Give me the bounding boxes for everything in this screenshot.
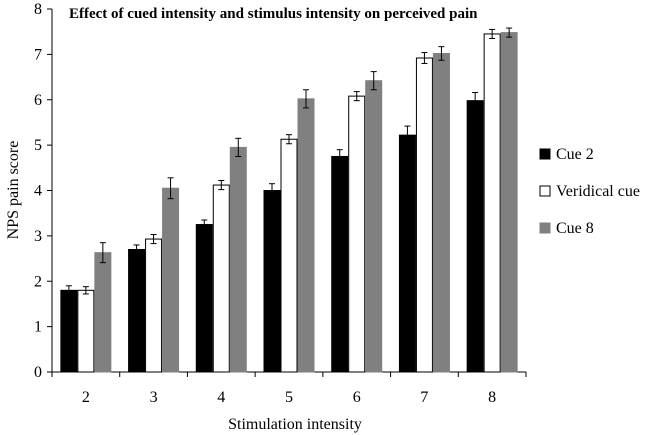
bar [77, 289, 95, 373]
x-tick-label: 3 [150, 389, 158, 406]
x-tick-label: 6 [353, 389, 361, 406]
bar [365, 80, 383, 373]
y-tick-label: 3 [34, 228, 42, 245]
bar [398, 134, 416, 373]
bar [348, 95, 366, 373]
y-tick-label: 1 [34, 319, 42, 336]
y-tick-label: 2 [34, 273, 42, 290]
bar [229, 146, 247, 373]
bars [60, 32, 518, 373]
bar [483, 33, 501, 373]
legend: Cue 2 Veridical cue Cue 8 [539, 146, 640, 237]
bar [195, 224, 213, 373]
legend-label: Cue 2 [556, 146, 594, 163]
x-tick-label: 7 [420, 389, 428, 406]
bar [162, 187, 180, 373]
x-tick-label: 4 [217, 389, 225, 406]
y-tick-label: 0 [34, 364, 42, 381]
legend-label: Veridical cue [556, 183, 640, 200]
bar [466, 100, 484, 373]
bar [500, 32, 518, 373]
x-axis-label: Stimulation intensity [228, 416, 362, 433]
x-tick-label: 8 [488, 389, 496, 406]
bar [94, 252, 112, 373]
bar [297, 98, 315, 373]
bar [263, 190, 281, 373]
legend-label: Cue 8 [556, 220, 594, 237]
legend-swatch [539, 185, 551, 197]
y-tick-label: 6 [34, 92, 42, 109]
y-axis-label: NPS pain score [5, 141, 22, 240]
y-tick-label: 5 [34, 137, 42, 154]
bar [432, 52, 450, 373]
bar [128, 248, 146, 373]
bar [280, 138, 298, 373]
bar [415, 57, 433, 373]
chart-title: Effect of cued intensity and stimulus in… [69, 6, 478, 22]
bar [60, 289, 78, 373]
legend-swatch [539, 148, 551, 160]
y-tick-label: 7 [34, 46, 42, 63]
y-tick-label: 4 [34, 183, 42, 200]
error-bars [65, 27, 513, 296]
x-tick-label: 2 [82, 389, 90, 406]
bar [145, 238, 163, 373]
bar [331, 155, 349, 373]
legend-swatch [539, 222, 551, 234]
x-tick-label: 5 [285, 389, 293, 406]
y-tick-label: 8 [34, 1, 42, 18]
bar [212, 184, 230, 373]
